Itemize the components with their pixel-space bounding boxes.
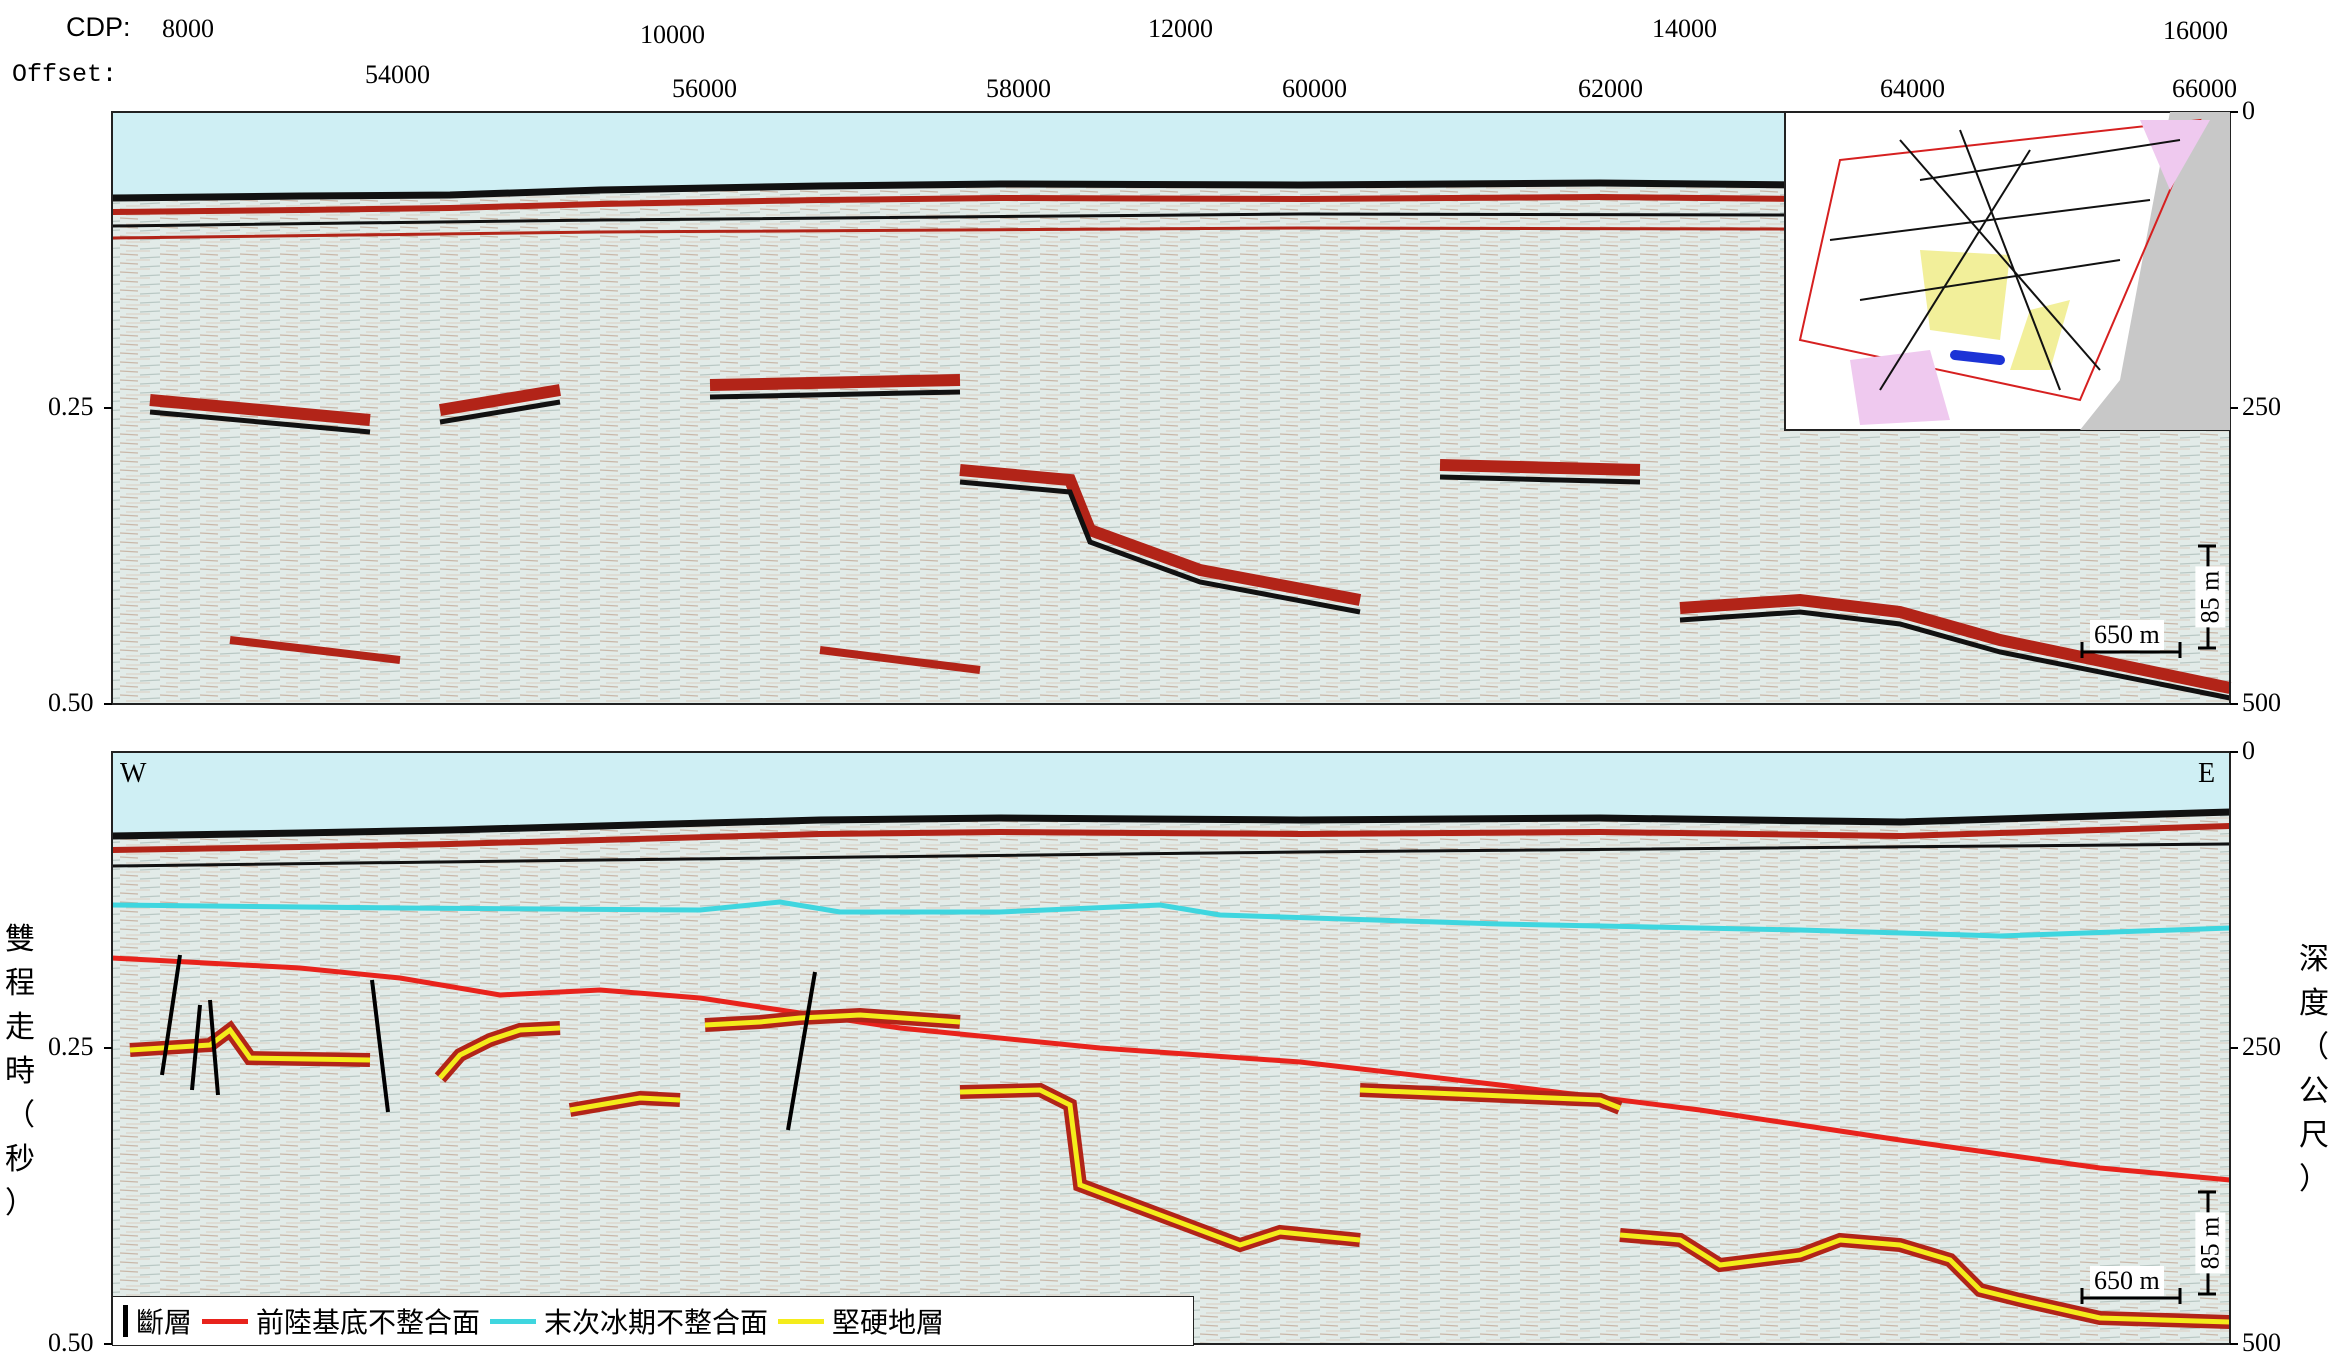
- legend-label: 堅硬地層: [832, 1306, 945, 1339]
- legend-item-basement: 前陸基底不整合面: [202, 1301, 480, 1341]
- hard-strata-horizon: [129, 1012, 2231, 1325]
- cdp-axis-label: CDP:: [66, 12, 131, 42]
- time-tick: 0.25: [48, 392, 94, 421]
- left-axis-title: 雙程 走時 （秒 ）: [5, 922, 35, 1221]
- legend-item-fault: 斷層: [123, 1301, 192, 1341]
- offset-tick: 58000: [986, 74, 1051, 103]
- horizontal-scale-label: 650 m: [2090, 1266, 2164, 1296]
- last-glacial-unconformity: [111, 899, 2231, 939]
- depth-tick: 500: [2242, 688, 2281, 717]
- offset-tick: 54000: [365, 60, 430, 89]
- cdp-tick: 16000: [2163, 16, 2228, 45]
- basement-swatch: [202, 1318, 249, 1324]
- legend: 斷層 前陸基底不整合面 末次冰期不整合面 堅硬地層: [112, 1296, 1194, 1346]
- cdp-tick: 10000: [640, 20, 705, 49]
- axis-ticks: [104, 111, 2238, 1345]
- vertical-scale-label: 85 m: [2195, 566, 2226, 628]
- offset-tick: 60000: [1282, 74, 1347, 103]
- offset-tick: 66000: [2172, 74, 2237, 103]
- vertical-scale-label: 85 m: [2195, 1212, 2226, 1274]
- glacial-swatch: [490, 1318, 537, 1324]
- time-tick: 0.50: [48, 688, 94, 717]
- offset-tick: 62000: [1578, 74, 1643, 103]
- right-axis-title: 深度 （公 尺）: [2299, 942, 2329, 1197]
- legend-label: 末次冰期不整合面: [544, 1306, 769, 1339]
- depth-tick: 500: [2242, 1328, 2281, 1357]
- west-label: W: [120, 758, 147, 789]
- legend-label: 斷層: [136, 1306, 193, 1339]
- offset-tick: 56000: [672, 74, 737, 103]
- depth-tick: 250: [2242, 392, 2281, 421]
- time-tick: 0.50: [48, 1328, 94, 1357]
- fault-lines: [160, 954, 817, 1131]
- legend-label: 前陸基底不整合面: [256, 1306, 481, 1339]
- cdp-tick: 14000: [1652, 14, 1717, 43]
- location-inset-map: [1784, 111, 2231, 431]
- time-tick: 0.25: [48, 1032, 94, 1061]
- horizontal-scale-label: 650 m: [2090, 620, 2164, 650]
- bottom-interpreted-panel: [111, 751, 2231, 1345]
- fault-swatch: [123, 1305, 128, 1337]
- depth-tick: 0: [2242, 96, 2255, 125]
- cdp-tick: 12000: [1148, 14, 1213, 43]
- offset-tick: 64000: [1880, 74, 1945, 103]
- offset-axis-label: Offset:: [12, 60, 118, 89]
- legend-item-hard: 堅硬地層: [778, 1301, 944, 1341]
- depth-tick: 0: [2242, 736, 2255, 765]
- hard-swatch: [778, 1318, 825, 1324]
- legend-item-glacial: 末次冰期不整合面: [490, 1301, 768, 1341]
- depth-tick: 250: [2242, 1032, 2281, 1061]
- east-label: E: [2198, 758, 2216, 789]
- cdp-tick: 8000: [162, 14, 214, 43]
- foreland-basement-unconformity: [111, 955, 2231, 1183]
